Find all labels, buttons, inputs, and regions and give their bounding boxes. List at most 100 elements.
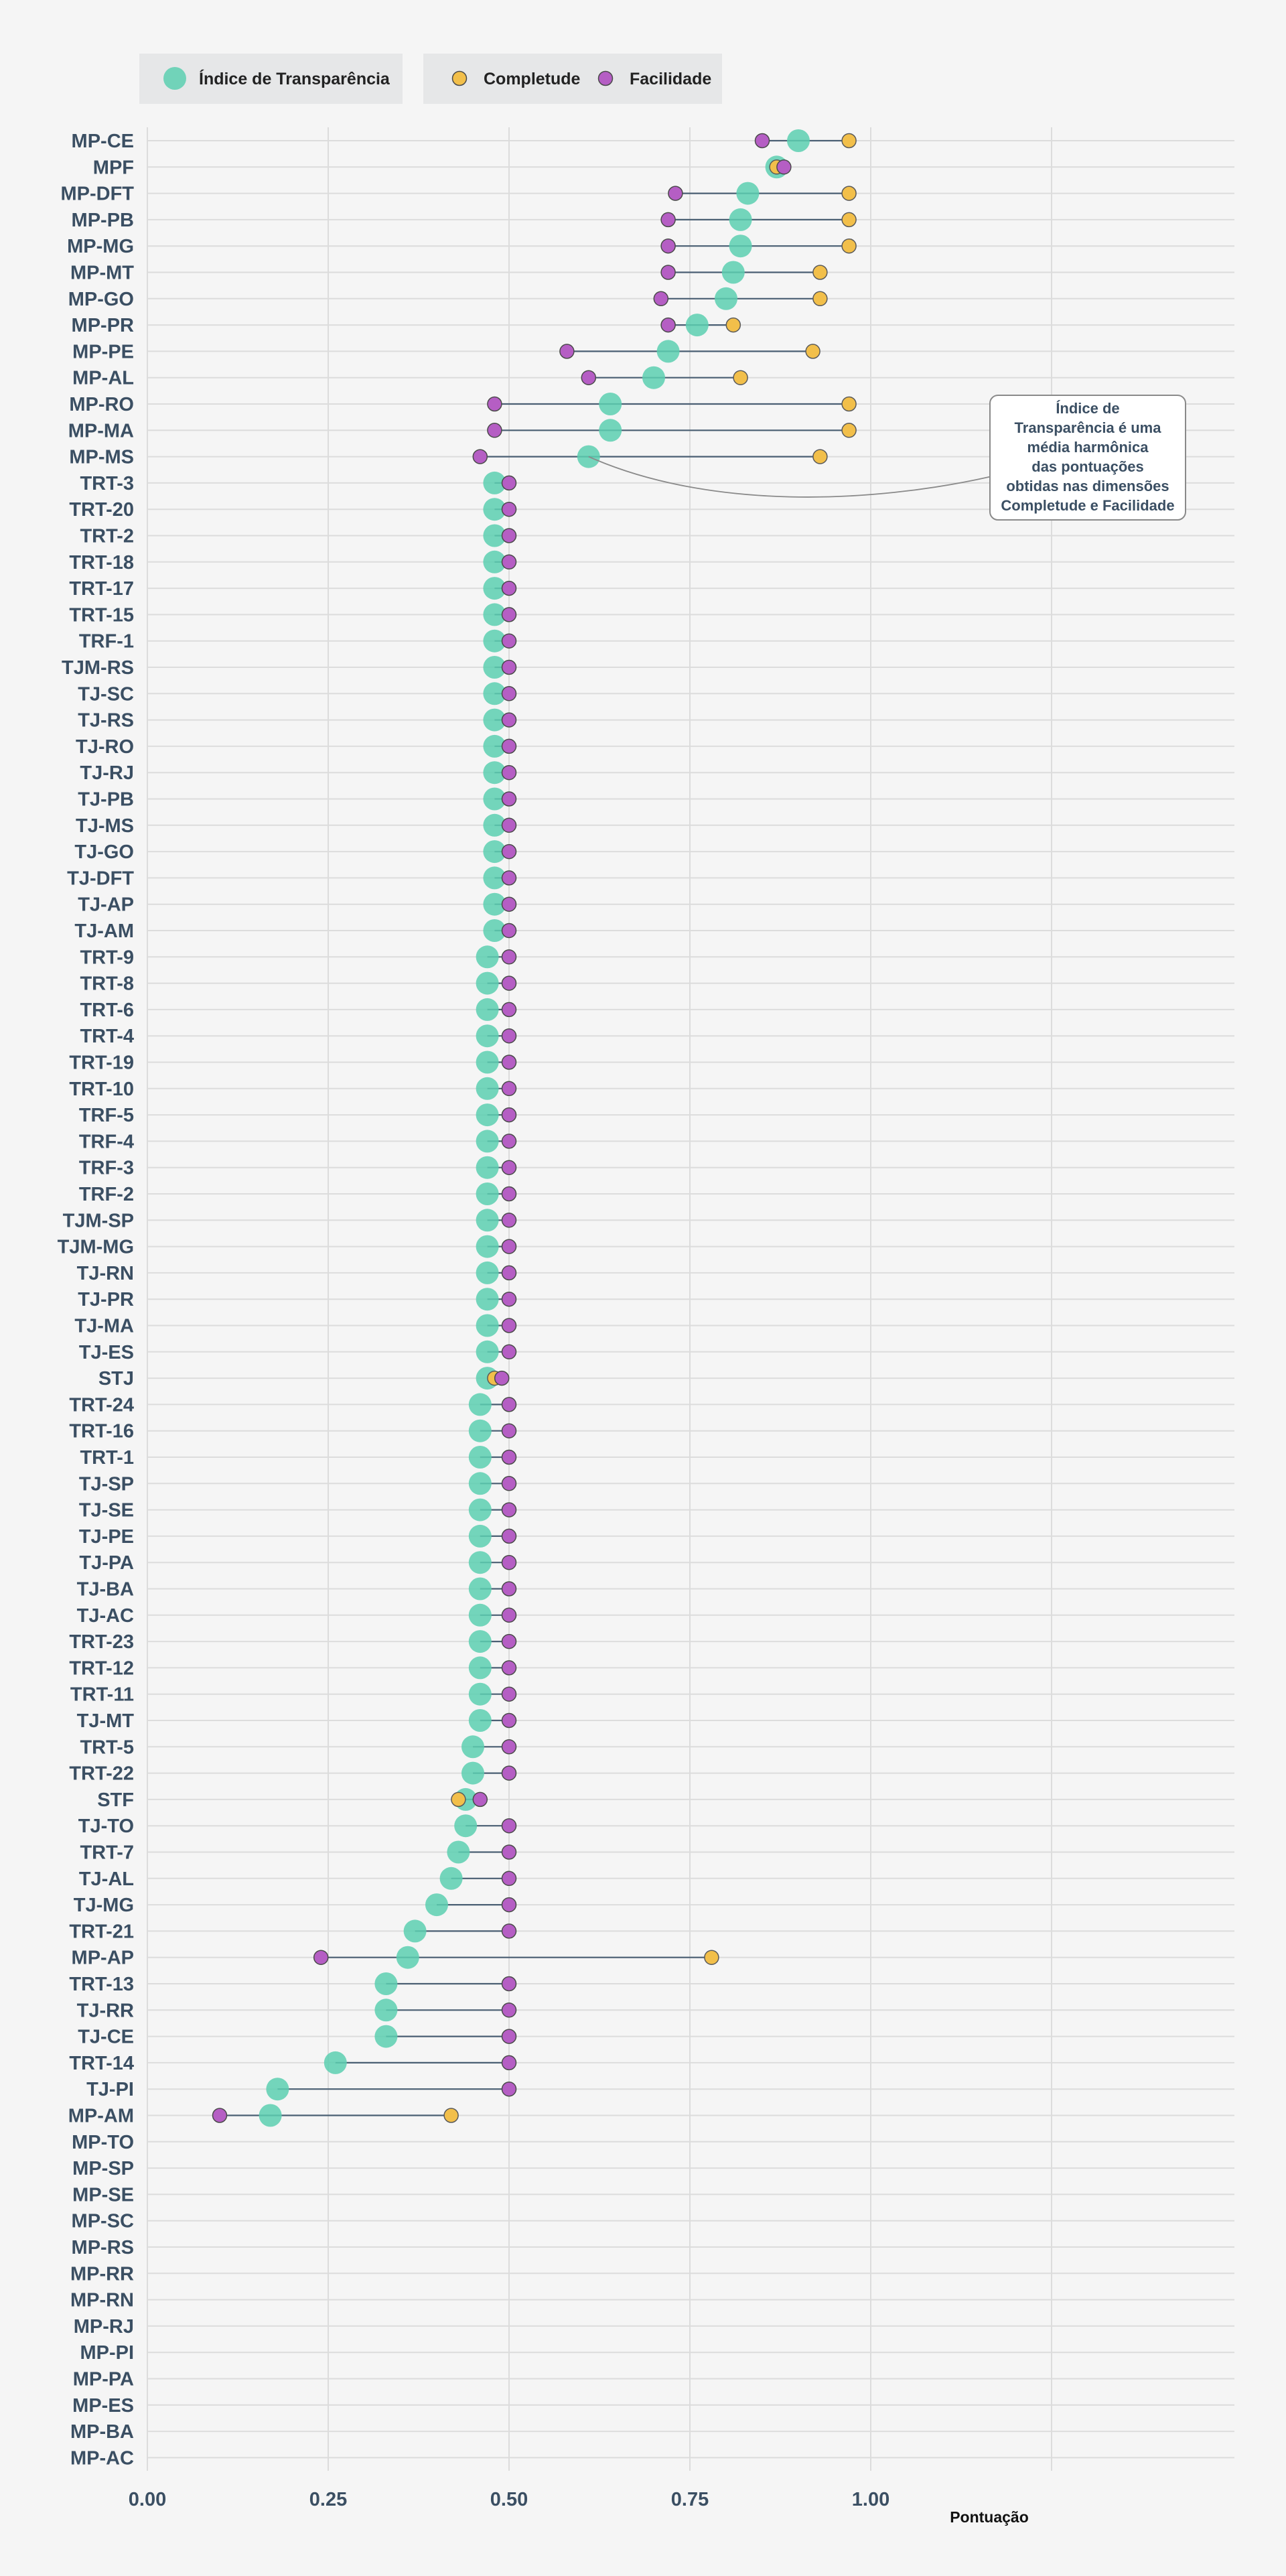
y-tick-label: TJ-PA	[79, 1552, 134, 1574]
facilidade-point	[581, 370, 597, 385]
y-tick-label: TJ-MS	[76, 815, 134, 837]
facilidade-point	[501, 1871, 517, 1887]
indice-point	[468, 1630, 492, 1653]
completude-point	[841, 238, 857, 254]
indice-point	[599, 419, 622, 442]
x-tick-label: 0.75	[671, 2489, 709, 2510]
y-tick-label: MPF	[93, 157, 134, 178]
y-tick-label: TRT-8	[80, 973, 134, 995]
y-tick-label: TRT-18	[69, 552, 134, 573]
facilidade-point	[668, 186, 683, 201]
indice-point	[468, 1446, 492, 1469]
y-tick-label: TJ-CE	[78, 2027, 134, 2048]
indice-point	[476, 998, 499, 1021]
y-tick-label: MP-AP	[72, 1948, 134, 1969]
y-tick-label: MP-SE	[72, 2184, 134, 2206]
indice-point	[483, 524, 506, 547]
completude-point	[725, 317, 741, 333]
y-tick-label: MP-MA	[68, 420, 134, 442]
y-tick-label: TJ-AM	[74, 921, 134, 942]
y-tick-label: TRT-5	[80, 1737, 134, 1758]
facilidade-point	[653, 291, 669, 307]
facilidade-point	[501, 843, 517, 860]
facilidade-point	[501, 1318, 517, 1333]
y-tick-label: TJ-RS	[78, 710, 134, 732]
indice-point	[468, 1577, 492, 1601]
y-tick-label: TJ-MG	[74, 1895, 134, 1916]
indice-point	[483, 734, 506, 758]
facilidade-point	[501, 1397, 517, 1412]
indice-point	[468, 1603, 492, 1627]
x-tick-label: 0.50	[490, 2489, 528, 2510]
indice-point	[715, 287, 737, 310]
annotation-line: Completude e Facilidade	[1001, 497, 1174, 514]
legend-label-indice: Índice de Transparência	[199, 69, 390, 88]
y-tick-label: TJ-MT	[77, 1710, 135, 1732]
y-tick-label: TRT-20	[69, 499, 134, 521]
indice-point	[483, 787, 506, 811]
facilidade-point	[501, 738, 517, 754]
indice-point	[476, 1024, 499, 1048]
indice-point	[476, 1103, 499, 1127]
facilidade-point	[501, 633, 517, 649]
facilidade-point	[501, 1265, 517, 1281]
indice-point	[483, 840, 506, 864]
y-tick-label: TJ-ES	[79, 1342, 134, 1363]
facilidade-point	[501, 1028, 517, 1044]
annotation-line: Índice de	[1056, 400, 1119, 417]
facilidade-point	[313, 1950, 329, 1965]
y-tick-label: TRT-16	[69, 1421, 134, 1442]
y-tick-label: TJ-AC	[77, 1605, 134, 1627]
indice-point	[721, 261, 745, 284]
indice-point	[468, 1551, 492, 1574]
y-tick-label: TRF-3	[79, 1158, 134, 1179]
completude-point	[841, 212, 857, 228]
annotation-box	[989, 395, 1186, 521]
y-tick-label: MP-GO	[68, 289, 134, 310]
y-tick-label: TRT-2	[80, 526, 134, 547]
facilidade-point	[501, 1213, 517, 1228]
y-tick-label: MP-RS	[72, 2237, 134, 2258]
facilidade-point	[501, 2029, 517, 2044]
indice-point	[476, 1156, 499, 1179]
facilidade-point	[501, 1107, 517, 1123]
indice-point	[439, 1867, 463, 1890]
indice-point	[476, 1288, 499, 1311]
facilidade-point	[559, 344, 575, 359]
y-tick-label: MP-RO	[69, 394, 134, 415]
facilidade-point	[501, 817, 517, 833]
indice-point	[468, 1393, 492, 1416]
facilidade-point	[501, 580, 517, 596]
facilidade-point	[501, 1160, 517, 1175]
y-tick-label: MP-ES	[72, 2395, 134, 2417]
y-tick-label: TJ-GO	[74, 841, 134, 863]
facilidade-point	[501, 1055, 517, 1070]
y-tick-label: TJ-AL	[79, 1869, 134, 1890]
facilidade-point	[212, 2108, 228, 2123]
facilidade-point	[501, 1239, 517, 1254]
annotation-line: média harmônica	[1027, 439, 1149, 456]
completude-point	[841, 133, 857, 149]
facilidade-point	[501, 554, 517, 570]
indice-point	[468, 1682, 492, 1706]
facilidade-point	[501, 949, 517, 965]
legend: Índice de Transparência Completude Facilid…	[139, 54, 722, 104]
facilidade-point	[501, 1449, 517, 1465]
indice-point	[468, 1524, 492, 1548]
facilidade-point	[660, 317, 676, 333]
legend-swatch-completude	[451, 70, 468, 86]
y-tick-label: TJ-MA	[74, 1316, 134, 1337]
indice-point	[374, 2025, 398, 2048]
facilidade-point	[501, 475, 517, 491]
y-tick-label: MP-SP	[72, 2158, 134, 2179]
indice-point	[476, 1261, 499, 1284]
indice-point	[685, 314, 709, 337]
y-tick-label: TRT-24	[69, 1394, 134, 1416]
facilidade-point	[501, 1765, 517, 1781]
y-tick-label: TRT-1	[80, 1447, 134, 1469]
facilidade-point	[501, 1712, 517, 1728]
y-tick-label: MP-MS	[69, 447, 134, 468]
annotation: Índice de Transparência é uma média harmôn…	[588, 395, 1186, 521]
facilidade-point	[501, 1633, 517, 1649]
y-tick-label: MP-RJ	[74, 2316, 134, 2337]
